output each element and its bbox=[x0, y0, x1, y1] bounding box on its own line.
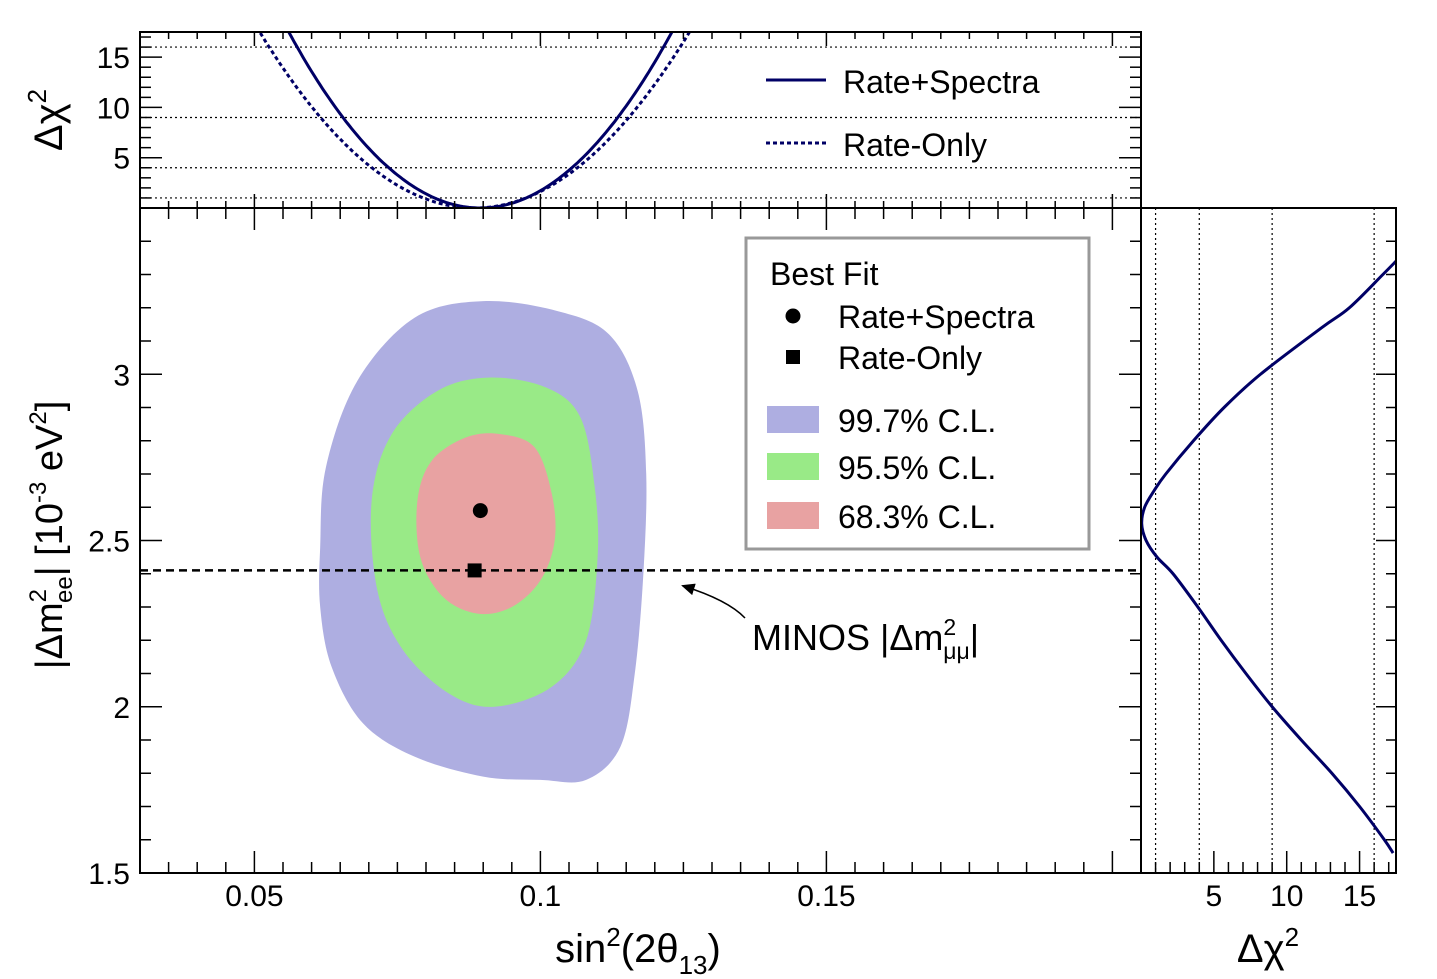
legend-swatch-955 bbox=[767, 453, 819, 480]
top-reference-levels bbox=[140, 46, 1141, 199]
right-y-axis bbox=[1376, 207, 1396, 874]
main-x-tick-label: 0.15 bbox=[797, 880, 855, 913]
right-x-axis: 5 10 15 bbox=[1154, 851, 1390, 913]
top-y-tick-label: 15 bbox=[97, 42, 130, 75]
main-legend: Best Fit Rate+Spectra Rate-Only 99.7% C.… bbox=[744, 236, 1091, 551]
right-x-axis-label: Δχ2 bbox=[1237, 922, 1299, 971]
contour-region-2 bbox=[416, 433, 556, 615]
top-y-axis-label: Δχ2 bbox=[22, 89, 71, 151]
legend-swatch-683 bbox=[767, 502, 819, 529]
legend-label-rate-spectra: Rate+Spectra bbox=[838, 299, 1035, 335]
right-chi2-curve bbox=[1141, 260, 1396, 854]
legend-label-955: 95.5% C.L. bbox=[838, 450, 996, 486]
top-y-tick-label: 5 bbox=[113, 143, 130, 176]
top-legend: Rate+Spectra Rate-Only bbox=[766, 64, 1040, 163]
main-x-axis-label: sin2(2θ13) bbox=[555, 922, 721, 979]
main-x-tick-label: 0.05 bbox=[225, 880, 283, 913]
top-legend-label-rate-only: Rate-Only bbox=[843, 127, 987, 163]
best-fit-points bbox=[467, 503, 488, 578]
legend-marker-rate-only bbox=[786, 350, 800, 364]
right-x-tick-label: 10 bbox=[1270, 880, 1303, 913]
legend-swatch-997 bbox=[767, 406, 819, 433]
minos-annotation-arrow bbox=[681, 583, 746, 619]
main-x-tick-label: 0.1 bbox=[520, 880, 562, 913]
right-x-tick-label: 5 bbox=[1206, 880, 1223, 913]
top-plot-frame bbox=[139, 31, 1142, 209]
top-legend-label-rate-spectra: Rate+Spectra bbox=[843, 64, 1040, 100]
right-plot-frame bbox=[1140, 207, 1397, 874]
legend-marker-rate-spectra bbox=[785, 308, 801, 324]
best-fit-rate-only bbox=[467, 563, 482, 578]
top-chi2-curves bbox=[257, 32, 692, 208]
main-y-axis-label: |Δm2ee| [10-3 eV2] bbox=[25, 401, 78, 670]
main-x-axis: 0.05 0.1 0.15 bbox=[167, 208, 1142, 913]
main-legend-box bbox=[744, 236, 1091, 551]
legend-title: Best Fit bbox=[770, 256, 879, 292]
right-reference-levels bbox=[1154, 208, 1375, 873]
legend-label-997: 99.7% C.L. bbox=[838, 403, 996, 439]
top-x-axis bbox=[167, 32, 1142, 208]
legend-label-683: 68.3% C.L. bbox=[838, 499, 996, 535]
main-y-axis: 1.5 2 2.5 3 bbox=[88, 207, 1141, 891]
main-y-tick-label: 2.5 bbox=[88, 526, 130, 559]
top-curve-rate-spectra bbox=[287, 32, 674, 208]
right-x-tick-label: 15 bbox=[1343, 880, 1376, 913]
contour-regions bbox=[319, 300, 647, 783]
minos-annotation: MINOS |Δm2 μμ| bbox=[752, 614, 979, 664]
top-curve-rate-only bbox=[257, 32, 692, 208]
best-fit-rate-spectra bbox=[472, 503, 488, 519]
legend-label-rate-only: Rate-Only bbox=[838, 340, 982, 376]
main-y-tick-label: 1.5 bbox=[88, 858, 130, 891]
top-y-tick-label: 10 bbox=[97, 92, 130, 125]
top-y-axis: 5 10 15 bbox=[97, 36, 1141, 199]
main-y-tick-label: 2 bbox=[113, 692, 130, 725]
main-y-tick-label: 3 bbox=[113, 359, 130, 392]
